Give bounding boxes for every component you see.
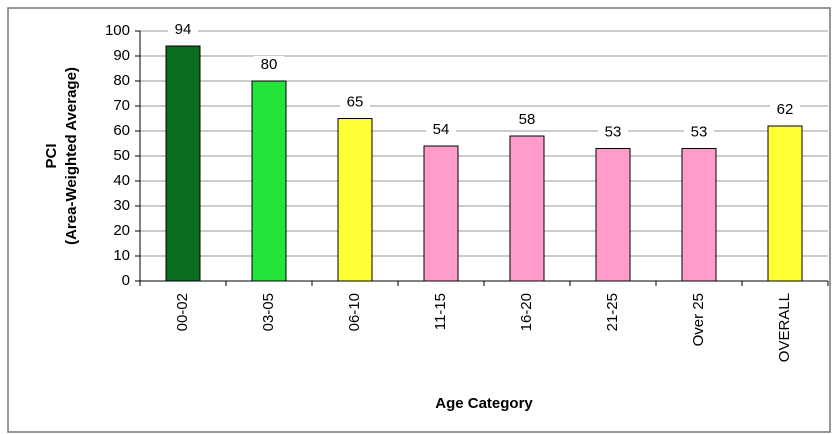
y-tick-label: 50 [113,147,130,164]
data-label-bg [254,56,284,74]
bar [251,80,287,282]
bar [337,118,373,282]
y-tick-label: 60 [113,122,130,139]
y-tick-label: 40 [113,172,130,189]
x-tick-label: 00-02 [174,293,191,331]
y-tick-label: 30 [113,197,130,214]
y-axis-title-line: PCI [43,143,60,168]
x-axis-title: Age Category [435,395,533,412]
data-label: 53 [691,123,708,140]
bar [595,148,631,282]
y-tick-label: 20 [113,222,130,239]
y-tick-label: 80 [113,72,130,89]
x-tick-label: Over 25 [690,293,707,346]
bar [767,125,803,282]
y-tick-label: 100 [105,22,130,39]
data-label: 62 [777,101,794,118]
y-axis-title-line: (Area-Weighted Average) [63,67,80,245]
y-tick-label: 0 [122,272,130,289]
x-tick-label: 11-15 [432,293,449,330]
data-label-bg [168,21,198,39]
data-label-bg [340,93,370,112]
y-axis-title: PCI (Area-Weighted Average) [43,67,80,245]
bar [681,148,717,282]
data-label: 53 [605,123,622,140]
y-tick-label: 90 [113,47,130,64]
bar [509,135,545,282]
data-label: 65 [347,93,364,110]
data-label-bg [598,123,628,142]
data-label: 80 [261,56,278,73]
y-tick-label: 10 [113,247,130,264]
x-tick-label: 16-20 [518,293,535,331]
data-label: 54 [433,121,450,138]
data-label-bg [770,101,800,119]
data-label: 58 [519,111,536,128]
data-label: 94 [175,21,192,38]
bar [165,45,201,282]
x-tick-label: 03-05 [260,293,277,331]
data-label-bg [512,111,542,129]
x-tick-label: 21-25 [604,293,621,331]
x-tick-label: OVERALL [776,293,793,362]
bar [423,145,459,282]
data-label-bg [426,121,456,139]
y-tick-label: 70 [113,97,130,114]
x-tick-label: 06-10 [346,293,363,331]
data-label-bg [684,123,714,142]
